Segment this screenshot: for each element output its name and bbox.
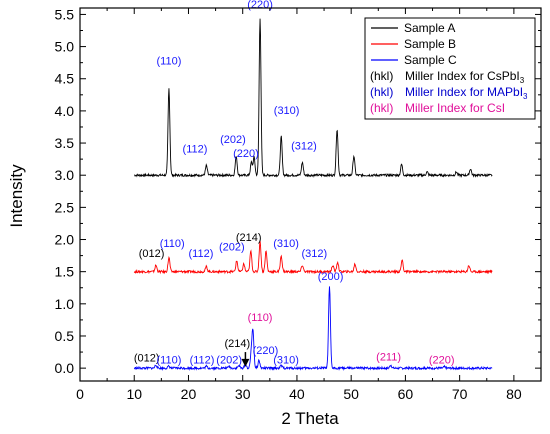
xtick-label: 50 bbox=[343, 386, 359, 402]
series-lines bbox=[133, 18, 493, 372]
plot-frame bbox=[79, 7, 542, 382]
peak-label: (110) bbox=[157, 56, 182, 68]
series-line-3 bbox=[133, 286, 493, 372]
series-line-2 bbox=[133, 240, 493, 275]
peak-label: (312) bbox=[291, 140, 317, 152]
ytick-label: 2.0 bbox=[55, 232, 75, 248]
peak-label: (310) bbox=[273, 355, 299, 367]
ytick-label: 0.0 bbox=[55, 360, 75, 376]
ytick-label: 1.5 bbox=[55, 264, 75, 280]
peak-label: (214) bbox=[224, 338, 250, 350]
xtick-label: 20 bbox=[181, 386, 197, 402]
y-axis-title: Intensity bbox=[7, 164, 26, 228]
xtick-label: 10 bbox=[126, 386, 142, 402]
ytick-label: 3.0 bbox=[55, 167, 75, 183]
peak-annotations: (110)(220)(112)(202)(220)(310)(312)(012)… bbox=[134, 0, 455, 367]
legend-hkl: (hkl) bbox=[370, 85, 393, 99]
xtick-label: 0 bbox=[76, 386, 84, 402]
legend-hkl: (hkl) bbox=[370, 101, 393, 115]
xtick-label: 80 bbox=[506, 386, 522, 402]
peak-label: (112) bbox=[183, 144, 208, 156]
ytick-label: 1.0 bbox=[55, 296, 75, 312]
peak-label: (110) bbox=[157, 355, 182, 367]
peak-label: (220) bbox=[429, 355, 455, 367]
peak-label: (310) bbox=[273, 238, 299, 250]
legend-subscript: 3 bbox=[523, 92, 528, 101]
ytick-label: 3.5 bbox=[55, 135, 75, 151]
ytick-label: 4.0 bbox=[55, 103, 75, 119]
peak-label: (202) bbox=[216, 355, 242, 367]
peak-label: (211) bbox=[376, 351, 401, 363]
ytick-label: 5.5 bbox=[55, 6, 75, 22]
peak-label: (202) bbox=[219, 241, 245, 253]
ytick-label: 2.5 bbox=[55, 199, 75, 215]
peak-label: (110) bbox=[160, 238, 185, 250]
ytick-labels: 0.0 0.5 1.0 1.5 2.0 2.5 3.0 3.5 4.0 4.5 5.0 5.5 bbox=[55, 6, 75, 376]
legend-box bbox=[364, 17, 536, 120]
legend-label: Miller Index for CsPbI3 bbox=[405, 69, 525, 85]
peak-label: (220) bbox=[253, 345, 279, 357]
legend-label: Miller Index for CsI bbox=[405, 101, 505, 115]
legend-hkl: (hkl) bbox=[370, 69, 393, 83]
peak-label: (112) bbox=[189, 248, 214, 260]
peak-label: (112) bbox=[190, 355, 215, 367]
peak-label: (312) bbox=[301, 248, 327, 260]
arrows bbox=[241, 352, 250, 367]
xtick-label: 40 bbox=[289, 386, 305, 402]
x-axis-title: 2 Theta bbox=[281, 409, 339, 428]
peak-label: (310) bbox=[274, 105, 300, 117]
xtick-label: 60 bbox=[398, 386, 414, 402]
xtick-label: 70 bbox=[452, 386, 468, 402]
peak-label: (214) bbox=[236, 232, 262, 244]
xtick-label: 30 bbox=[235, 386, 251, 402]
peak-label: (202) bbox=[220, 134, 246, 146]
peak-label: (220) bbox=[233, 148, 259, 160]
ytick-label: 4.5 bbox=[55, 71, 75, 87]
legend-label: Miller Index for MAPbI3 bbox=[405, 85, 528, 101]
legend-subscript: 3 bbox=[520, 76, 525, 85]
peak-label: (200) bbox=[318, 271, 344, 283]
legend-label: Sample B bbox=[404, 37, 456, 51]
series-line-1 bbox=[134, 18, 493, 178]
xtick-labels: 0 10 20 30 40 50 60 70 80 bbox=[76, 386, 522, 402]
legend: Sample A Sample B Sample C (hkl) Miller Inde… bbox=[364, 17, 536, 120]
peak-label: (110) bbox=[248, 312, 273, 324]
peak-label: (220) bbox=[247, 0, 273, 11]
peak-label: (012) bbox=[134, 353, 160, 365]
ytick-label: 0.5 bbox=[55, 328, 75, 344]
ytick-label: 5.0 bbox=[55, 39, 75, 55]
peak-label: (012) bbox=[139, 248, 165, 260]
arrow-head bbox=[241, 358, 250, 367]
legend-label: Sample A bbox=[404, 21, 455, 35]
legend-label: Sample C bbox=[404, 53, 457, 67]
